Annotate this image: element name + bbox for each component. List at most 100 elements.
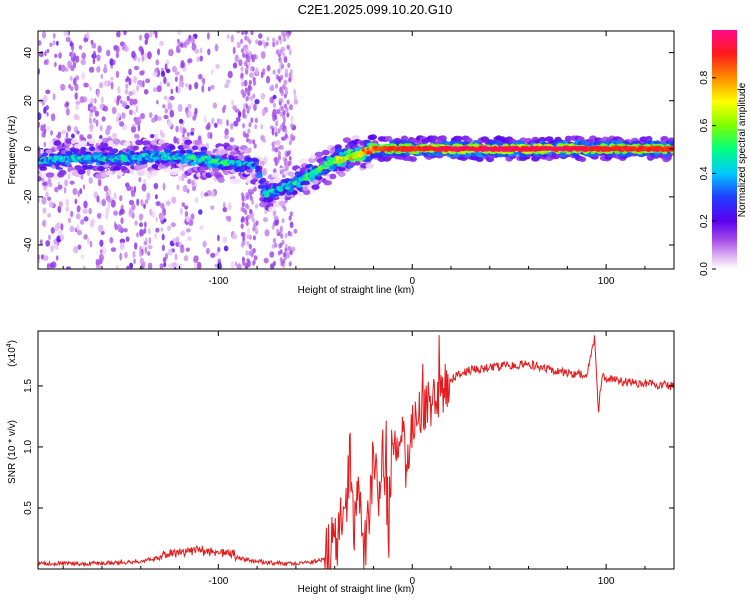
noise-speckle <box>248 122 252 128</box>
snr-multiplier: (x104) <box>6 340 18 367</box>
ridge-blob <box>260 184 266 189</box>
noise-speckle <box>200 190 204 199</box>
noise-speckle <box>242 103 247 109</box>
noise-speckle <box>198 209 203 215</box>
noise-speckle <box>232 233 238 240</box>
noise-speckle <box>196 56 200 63</box>
noise-speckle <box>194 107 198 115</box>
noise-speckle <box>188 219 194 227</box>
noise-speckle <box>156 85 162 93</box>
noise-speckle <box>43 141 47 148</box>
ridge-blob <box>337 171 346 177</box>
noise-speckle <box>117 85 121 94</box>
noise-speckle <box>262 39 265 46</box>
ridge-blob <box>348 162 356 167</box>
noise-speckle <box>102 105 109 112</box>
noise-speckle <box>290 115 294 123</box>
noise-speckle <box>288 72 292 78</box>
noise-speckle <box>147 51 152 60</box>
noise-speckle <box>133 258 136 264</box>
noise-speckle <box>54 53 58 58</box>
noise-speckle <box>184 205 189 210</box>
noise-speckle <box>279 228 283 234</box>
noise-speckle <box>153 133 159 138</box>
noise-speckle <box>105 207 110 215</box>
noise-speckle <box>241 81 245 87</box>
ridge-blob <box>105 170 114 176</box>
ridge-blob <box>184 139 193 146</box>
noise-speckle <box>244 265 249 269</box>
noise-speckle <box>60 223 64 231</box>
noise-speckle <box>237 111 242 118</box>
noise-speckle <box>65 107 70 116</box>
noise-speckle <box>43 128 47 134</box>
noise-speckle <box>277 68 281 74</box>
ridge-blob <box>142 140 151 146</box>
noise-speckle <box>131 203 136 211</box>
noise-speckle <box>103 185 109 192</box>
ridge-blob <box>135 164 143 170</box>
noise-speckle <box>269 251 275 258</box>
noise-speckle <box>281 239 285 245</box>
noise-speckle <box>48 234 51 241</box>
noise-speckle <box>112 59 116 65</box>
noise-speckle <box>253 255 258 261</box>
noise-speckle <box>163 95 168 100</box>
noise-speckle <box>272 260 276 267</box>
noise-speckle <box>139 70 145 76</box>
noise-speckle <box>103 80 109 87</box>
noise-speckle <box>56 134 62 139</box>
noise-speckle <box>169 95 175 101</box>
noise-speckle <box>287 62 291 68</box>
noise-speckle <box>172 65 177 73</box>
noise-speckle <box>100 74 104 79</box>
noise-speckle <box>165 59 170 65</box>
noise-speckle <box>174 76 178 82</box>
noise-speckle <box>284 243 288 249</box>
noise-speckle <box>136 232 139 238</box>
noise-speckle <box>86 31 90 39</box>
noise-speckle <box>83 37 89 43</box>
noise-speckle <box>260 124 264 130</box>
noise-speckle <box>124 251 128 259</box>
noise-speckle <box>132 89 136 96</box>
noise-speckle <box>232 62 238 69</box>
noise-speckle <box>223 202 226 208</box>
ridge-blob <box>192 145 199 151</box>
noise-speckle <box>289 249 293 255</box>
ridge-blob <box>42 152 48 157</box>
noise-speckle <box>64 179 68 187</box>
x-tick-label: 0 <box>409 576 415 587</box>
colorbar-tick-label: 0.0 <box>699 262 710 276</box>
noise-speckle <box>98 224 104 233</box>
noise-speckle <box>288 48 292 56</box>
noise-speckle <box>240 66 244 72</box>
ridge-blob <box>438 135 447 141</box>
ridge-blob <box>389 139 396 145</box>
noise-speckle <box>245 53 249 59</box>
snr-panel: -100 0 100 0.5 1.0 1.5 Height of straight li… <box>6 330 675 595</box>
noise-speckle <box>71 43 74 52</box>
ridge-blob <box>308 174 316 179</box>
noise-speckle <box>119 195 123 202</box>
noise-speckle <box>147 251 151 256</box>
noise-speckle <box>243 91 247 97</box>
noise-speckle <box>271 112 275 118</box>
noise-speckle <box>178 241 182 249</box>
noise-speckle <box>123 31 127 36</box>
noise-speckle <box>253 53 257 60</box>
noise-speckle <box>87 237 90 245</box>
noise-speckle <box>76 229 82 236</box>
noise-speckle <box>155 216 158 222</box>
noise-speckle <box>75 55 80 63</box>
noise-speckle <box>241 216 245 222</box>
noise-speckle <box>116 95 122 100</box>
ridge-blob <box>199 166 205 172</box>
noise-speckle <box>73 246 78 254</box>
noise-speckle <box>137 80 142 86</box>
snr-y-axis-label: SNR (10 * v/v) <box>7 420 18 484</box>
noise-speckle <box>234 108 240 113</box>
noise-speckle <box>234 54 239 63</box>
noise-speckle <box>230 261 235 269</box>
noise-speckle <box>260 135 265 141</box>
